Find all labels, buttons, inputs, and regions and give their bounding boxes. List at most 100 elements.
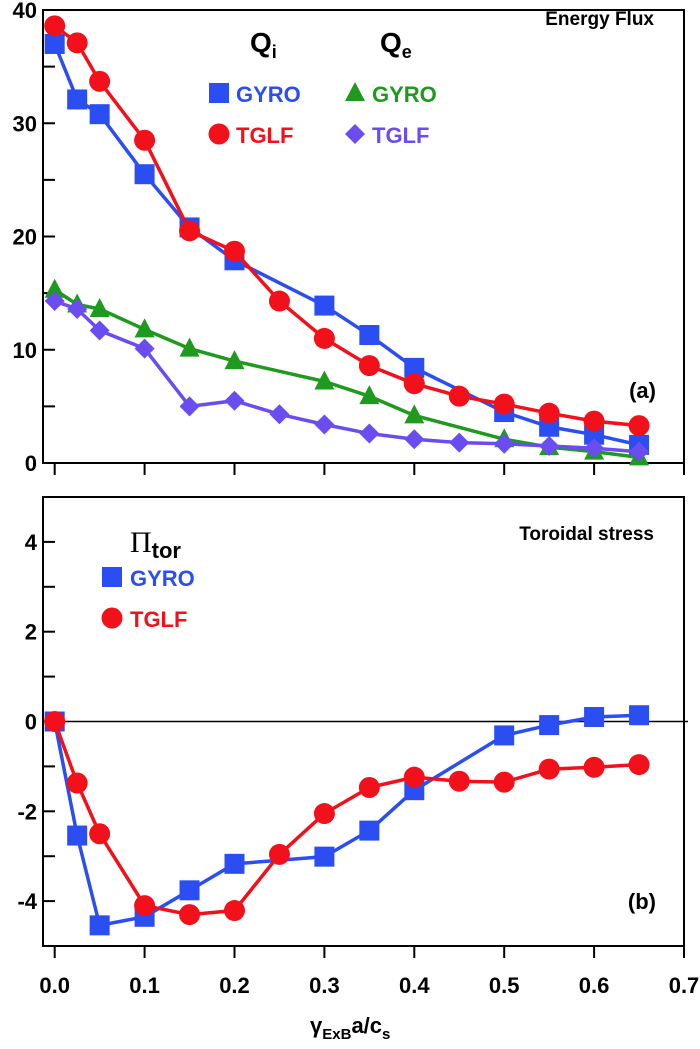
legend-label: GYRO bbox=[372, 82, 437, 107]
data-point-gyro bbox=[179, 337, 200, 357]
data-point-tglf bbox=[538, 758, 560, 780]
panel-title: Toroidal stress bbox=[519, 524, 654, 545]
data-point-gyro bbox=[314, 370, 335, 390]
data-point-tglf bbox=[224, 390, 245, 411]
data-point-tglf bbox=[583, 410, 605, 432]
data-point-gyro bbox=[224, 853, 245, 874]
data-point-tglf bbox=[314, 414, 335, 435]
data-point-tglf bbox=[223, 900, 245, 922]
x-axis-label-sub2: s bbox=[382, 1026, 390, 1043]
data-point-gyro bbox=[359, 385, 380, 405]
x-tick-label: 0.5 bbox=[489, 973, 520, 998]
data-point-gyro bbox=[89, 915, 110, 936]
data-point-tglf bbox=[66, 772, 88, 794]
y-tick-label: 10 bbox=[13, 338, 37, 363]
panel-label: (b) bbox=[628, 889, 656, 914]
data-point-gyro bbox=[404, 404, 425, 424]
legend-subscript: tor bbox=[152, 538, 182, 563]
data-point-tglf bbox=[44, 291, 65, 312]
series-line-tglf-1 bbox=[53, 720, 640, 917]
x-axis-label: γExBa/cs bbox=[310, 1013, 390, 1043]
data-point-gyro bbox=[67, 89, 88, 110]
data-point-gyro bbox=[67, 825, 88, 846]
data-point-tglf bbox=[358, 777, 380, 799]
data-point-gyro bbox=[494, 725, 515, 746]
data-point-tglf bbox=[494, 433, 515, 454]
x-tick-label: 0.4 bbox=[399, 973, 430, 998]
panel-title: Energy Flux bbox=[545, 9, 654, 30]
data-point-tglf bbox=[223, 240, 245, 262]
data-point-gyro bbox=[359, 820, 380, 841]
legend-label: TGLF bbox=[130, 607, 187, 632]
data-point-gyro bbox=[629, 705, 650, 726]
data-point-tglf bbox=[628, 754, 650, 776]
data-point-tglf bbox=[66, 32, 88, 54]
data-point-tglf bbox=[358, 355, 380, 377]
data-point-gyro bbox=[539, 715, 560, 736]
y-tick-label: 0 bbox=[25, 451, 37, 476]
data-point-tglf bbox=[67, 298, 88, 319]
data-point-gyro bbox=[314, 295, 335, 316]
data-point-tglf bbox=[89, 823, 111, 845]
series-line-gyro-0 bbox=[52, 713, 640, 928]
data-point-tglf bbox=[269, 404, 290, 425]
data-point-gyro bbox=[584, 707, 605, 728]
data-point-gyro bbox=[89, 104, 110, 125]
data-point-tglf bbox=[403, 373, 425, 395]
data-point-tglf bbox=[44, 711, 66, 732]
data-point-tglf bbox=[179, 396, 200, 417]
data-point-tglf bbox=[493, 771, 515, 793]
data-point-tglf bbox=[134, 895, 156, 917]
legend-marker bbox=[345, 82, 365, 101]
data-point-tglf bbox=[268, 843, 290, 865]
x-tick-label: 0.0 bbox=[39, 973, 70, 998]
data-point-tglf bbox=[134, 129, 156, 151]
legend-subscript: e bbox=[402, 42, 412, 62]
data-point-tglf bbox=[44, 15, 66, 37]
data-point-tglf bbox=[313, 803, 335, 825]
data-point-gyro bbox=[44, 278, 65, 298]
legend-label: TGLF bbox=[372, 123, 429, 148]
data-point-tglf bbox=[403, 766, 425, 788]
legend-group-qe: Qe bbox=[380, 27, 412, 62]
x-axis-label-sub: ExB bbox=[322, 1026, 351, 1043]
legend-label: GYRO bbox=[130, 566, 195, 591]
data-point-gyro bbox=[224, 350, 245, 370]
data-point-tglf bbox=[448, 770, 470, 792]
data-point-tglf bbox=[89, 320, 110, 341]
data-point-tglf bbox=[584, 438, 605, 459]
legend-label: TGLF bbox=[236, 123, 293, 148]
data-point-gyro bbox=[179, 880, 200, 901]
series-line-tglf-1 bbox=[53, 24, 640, 428]
data-point-gyro bbox=[404, 357, 425, 378]
legend-marker bbox=[209, 83, 229, 103]
legend-marker bbox=[102, 567, 122, 587]
y-tick-label: -4 bbox=[17, 889, 37, 914]
data-point-tglf bbox=[539, 436, 560, 457]
x-tick-label: 0.2 bbox=[219, 973, 250, 998]
legend-group-pi: Πtor bbox=[130, 526, 181, 563]
data-point-tglf bbox=[179, 904, 201, 926]
x-tick-label: 0.3 bbox=[309, 973, 340, 998]
legend-group-qi: Qi bbox=[250, 27, 277, 62]
data-point-tglf bbox=[583, 756, 605, 778]
data-point-gyro bbox=[44, 33, 65, 54]
data-point-tglf bbox=[449, 432, 470, 453]
x-tick-label: 0.7 bbox=[669, 973, 700, 998]
data-point-tglf bbox=[134, 338, 155, 359]
x-tick-label: 0.6 bbox=[579, 973, 610, 998]
legend-subscript: i bbox=[272, 42, 277, 62]
legend-label: GYRO bbox=[236, 82, 301, 107]
legend-marker bbox=[101, 607, 123, 629]
y-tick-label: 4 bbox=[25, 530, 38, 555]
y-tick-label: -2 bbox=[17, 799, 37, 824]
data-point-tglf bbox=[268, 290, 290, 312]
x-tick-label: 0.1 bbox=[129, 973, 160, 998]
y-tick-label: 20 bbox=[13, 225, 37, 250]
legend-marker bbox=[208, 123, 230, 145]
data-point-tglf bbox=[629, 441, 650, 462]
data-point-tglf bbox=[313, 327, 335, 349]
data-point-tglf bbox=[359, 423, 380, 444]
y-tick-label: 0 bbox=[25, 710, 37, 735]
